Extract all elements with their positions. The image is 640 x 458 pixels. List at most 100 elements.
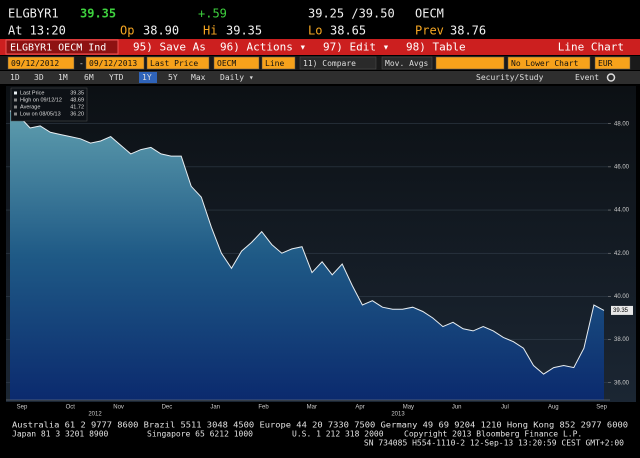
input-text: OECM (217, 59, 236, 68)
period-button[interactable]: 5Y (168, 73, 178, 82)
prev-label: Prev (415, 24, 444, 38)
x-tick-label: Jan (210, 405, 220, 411)
input-field[interactable] (381, 56, 433, 70)
period-button[interactable]: Max (191, 73, 206, 82)
legend-label: Low on 08/05/13 (20, 111, 61, 117)
period-button[interactable]: 6M (84, 73, 94, 82)
input-field[interactable] (85, 56, 145, 70)
legend-box (10, 87, 88, 122)
footer-text: Japan 81 3 3201 8900 (12, 430, 109, 439)
period-button[interactable]: YTD (109, 73, 124, 82)
period-highlight (139, 72, 157, 83)
price-line (9, 110, 605, 375)
x-tick-label: Nov (113, 405, 124, 411)
legend-label: Average (20, 104, 40, 110)
legend-swatch (14, 112, 17, 116)
input-text: Line (265, 59, 284, 68)
chart-type: Line Chart (558, 41, 624, 54)
input-field[interactable] (594, 56, 631, 70)
security-box[interactable] (5, 39, 119, 55)
input-field[interactable] (299, 56, 377, 70)
legend-value: 39.35 (70, 90, 84, 96)
security: ELGBYR1 OECM Ind (10, 43, 106, 54)
periods-row (0, 71, 640, 84)
y-tick-label: 44.00 (614, 208, 630, 214)
price: 39.35 (80, 7, 116, 21)
x-tick-label: Aug (548, 405, 559, 411)
footer-text: Singapore 65 6212 1000 (147, 430, 253, 439)
legend-label: High on 09/12/12 (20, 97, 62, 103)
period-button[interactable]: 1D (10, 73, 20, 82)
legend-swatch (14, 105, 17, 109)
x-tick-label: Mar (307, 405, 317, 411)
x-tick-label: Jun (452, 405, 462, 411)
toolbar-button[interactable]: 98) Table (406, 41, 466, 54)
toolbar-button[interactable]: 95) Save As (133, 41, 206, 54)
event[interactable]: Event (575, 73, 599, 82)
period-button[interactable]: 3D (34, 73, 44, 82)
footer-line: SN 734085 H554-1110-2 12-Sep-13 13:20:59… (364, 439, 624, 448)
ticker: ELGBYR1 (8, 7, 59, 21)
time: At 13:20 (8, 24, 66, 38)
frequency[interactable]: Daily ▾ (220, 73, 254, 82)
input-field[interactable] (146, 56, 210, 70)
last-value-box (611, 305, 633, 315)
period-button[interactable]: 1M (58, 73, 68, 82)
footer-text: U.S. 1 212 318 2000 (292, 430, 384, 439)
legend-value: 36.20 (70, 111, 84, 117)
bid-ask: 39.25 /39.50 (308, 7, 395, 21)
x-tick-label: Sep (17, 405, 28, 411)
x-tick-label: May (403, 405, 414, 411)
change: +.59 (198, 7, 227, 21)
x-tick-label: Oct (66, 405, 76, 411)
input-text: - (79, 59, 84, 68)
period-button[interactable]: 1Y (142, 73, 152, 82)
x-tick-label: Feb (258, 405, 269, 411)
x-tick-label: Dec (162, 405, 173, 411)
y-tick-label: 40.00 (614, 294, 630, 300)
input-field[interactable] (507, 56, 591, 70)
low: 38.65 (330, 24, 366, 38)
toolbar (0, 39, 640, 55)
legend-swatch (14, 91, 17, 95)
y-tick-label: 42.00 (614, 251, 630, 257)
legend-label: Last Price (20, 90, 44, 96)
x-tick-label: Jul (501, 405, 509, 411)
input-field[interactable] (261, 56, 296, 70)
open-label: Op (120, 24, 134, 38)
input-field[interactable] (213, 56, 260, 70)
input-text: 09/12/2012 (11, 59, 59, 68)
toolbar-button[interactable]: 97) Edit ▾ (323, 41, 389, 54)
year-label: 2013 (391, 412, 405, 418)
legend-swatch (14, 98, 17, 102)
legend-value: 41.72 (70, 104, 84, 110)
x-tick-label: Apr (355, 405, 364, 411)
toolbar-button[interactable]: 96) Actions ▾ (220, 41, 306, 54)
input-text: 11) Compare (303, 59, 356, 68)
input-field[interactable] (7, 56, 75, 70)
settings-icon[interactable] (606, 73, 616, 82)
input-text: Mov. Avgs (385, 59, 429, 68)
area (10, 110, 604, 400)
high-label: Hi (203, 24, 217, 38)
input-field[interactable] (435, 56, 505, 70)
input-text: Last Price (150, 59, 198, 68)
footer-text: Copyright 2013 Bloomberg Finance L.P. (404, 430, 582, 439)
y-tick-label: 46.00 (614, 164, 630, 170)
source: OECM (415, 7, 444, 21)
x-tick-label: Sep (596, 405, 607, 411)
y-tick-label: 36.00 (614, 380, 630, 386)
open: 38.90 (143, 24, 179, 38)
input-text: No Lower Chart (511, 59, 579, 68)
y-tick-label: 38.00 (614, 337, 630, 343)
input-text: EUR (598, 59, 613, 68)
last-value-label: 39.35 (613, 308, 629, 314)
legend-value: 48.69 (70, 97, 84, 103)
footer-line: Australia 61 2 9777 8600 Brazil 5511 304… (12, 421, 628, 430)
security-study[interactable]: Security/Study (476, 73, 544, 82)
high: 39.35 (226, 24, 262, 38)
input-text: 09/12/2013 (89, 59, 137, 68)
year-label: 2012 (88, 412, 102, 418)
y-tick-label: 48.00 (614, 121, 630, 127)
